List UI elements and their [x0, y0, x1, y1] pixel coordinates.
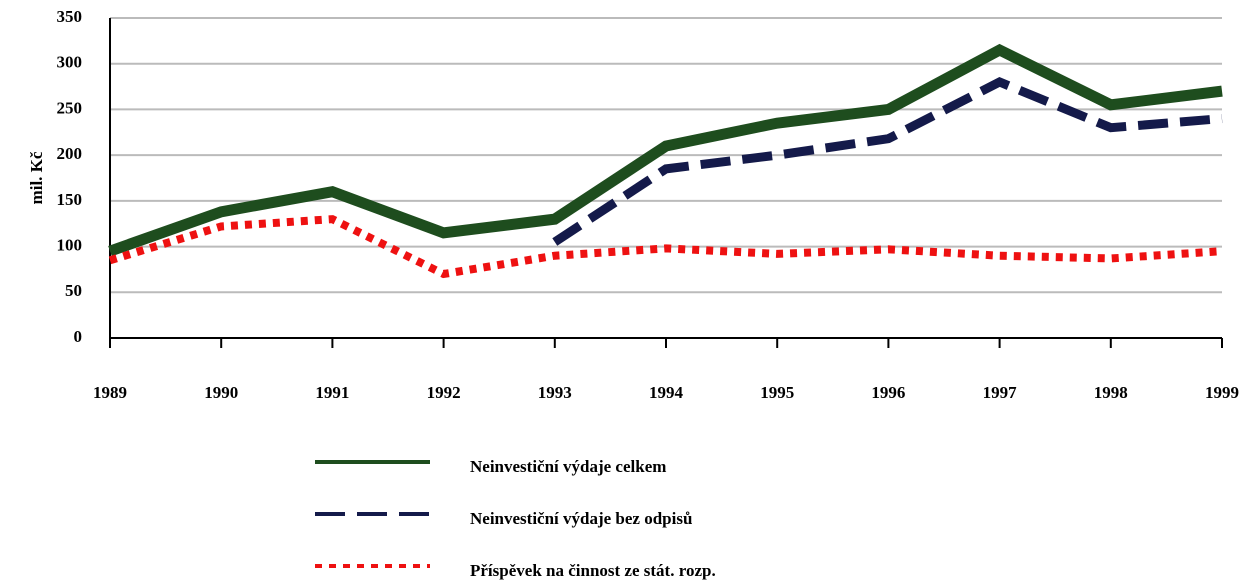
y-tick-label: 100 — [57, 235, 83, 254]
x-tick-label: 1989 — [93, 383, 127, 402]
x-tick-label: 1999 — [1205, 383, 1239, 402]
y-tick-label: 0 — [74, 327, 83, 346]
legend-label: Neinvestiční výdaje celkem — [470, 457, 666, 476]
x-tick-label: 1992 — [427, 383, 461, 402]
y-tick-label: 250 — [57, 98, 83, 117]
y-tick-label: 350 — [57, 7, 83, 26]
series-line — [552, 77, 1223, 246]
y-tick-label: 200 — [57, 144, 83, 163]
x-tick-label: 1996 — [871, 383, 905, 402]
legend-label: Příspěvek na činnost ze stát. rozp. — [470, 561, 716, 580]
x-tick-label: 1997 — [983, 383, 1018, 402]
series-line — [108, 43, 1223, 257]
x-tick-label: 1995 — [760, 383, 794, 402]
series-line — [108, 215, 1223, 279]
x-tick-label: 1991 — [315, 383, 349, 402]
y-tick-label: 300 — [57, 53, 83, 72]
x-tick-label: 1998 — [1094, 383, 1128, 402]
y-tick-label: 150 — [57, 190, 83, 209]
y-tick-label: 50 — [65, 281, 82, 300]
x-tick-label: 1990 — [204, 383, 238, 402]
x-tick-label: 1993 — [538, 383, 572, 402]
legend-label: Neinvestiční výdaje bez odpisů — [470, 509, 692, 528]
y-axis-label: mil. Kč — [27, 151, 46, 204]
x-tick-label: 1994 — [649, 383, 684, 402]
